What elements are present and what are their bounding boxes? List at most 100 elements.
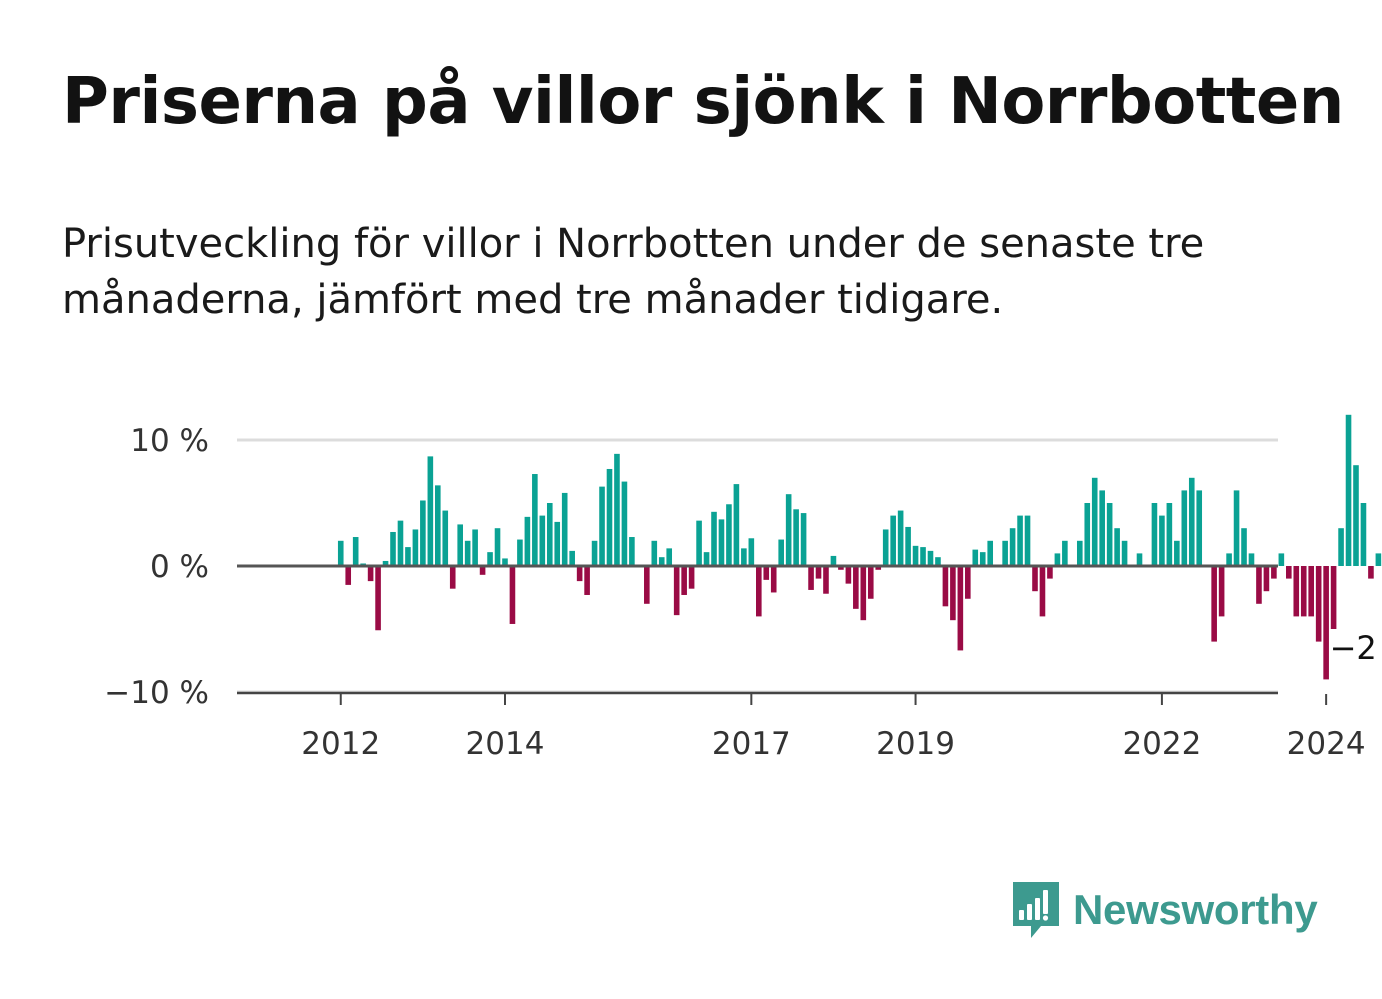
bar: [472, 529, 478, 566]
bar: [703, 552, 710, 566]
bar: [576, 566, 583, 582]
bar: [405, 547, 411, 566]
bar: [599, 486, 605, 566]
bar: [823, 566, 829, 594]
bar: [367, 566, 374, 582]
bar: [1159, 515, 1165, 566]
bar: [1084, 503, 1091, 566]
bar: [972, 549, 979, 566]
bar: [457, 524, 463, 566]
bar: [942, 566, 949, 607]
bar: [502, 558, 508, 566]
bar: [912, 545, 919, 566]
bar: [815, 566, 822, 579]
bar: [778, 539, 784, 566]
bar: [1368, 566, 1374, 579]
bar: [1002, 540, 1008, 566]
bar: [1226, 553, 1232, 566]
bar: [1188, 477, 1195, 566]
bar: [1024, 515, 1031, 566]
bar: [1062, 540, 1068, 566]
bar: [935, 557, 941, 566]
bar: [1241, 528, 1247, 566]
bar: [1047, 566, 1053, 579]
bar: [546, 503, 553, 566]
bar: [1286, 566, 1292, 579]
bar: [838, 566, 844, 570]
bar: [1099, 490, 1105, 566]
bar: [397, 520, 404, 566]
bar: [1039, 566, 1046, 617]
bar: [882, 529, 889, 566]
x-tick-label: 2024: [1287, 726, 1366, 762]
bar: [614, 453, 620, 566]
x-tick-label: 2022: [1122, 726, 1201, 762]
bar: [591, 540, 598, 566]
bar: [554, 521, 561, 566]
bar: [1271, 566, 1277, 579]
bar: [957, 566, 964, 651]
bar: [808, 566, 814, 590]
bar: [905, 526, 911, 566]
bar: [785, 494, 792, 566]
bar: [726, 504, 732, 566]
axes: [237, 564, 1328, 705]
bar: [435, 485, 441, 566]
bar: [696, 520, 702, 566]
bar: [539, 515, 546, 566]
bar: [658, 557, 665, 566]
bar: [1300, 566, 1307, 617]
x-tick-label: 2019: [876, 726, 955, 762]
bar: [606, 468, 613, 566]
bar: [741, 548, 747, 566]
bar: [1017, 515, 1023, 566]
bar: [651, 540, 658, 566]
bar: [1091, 477, 1098, 566]
bar: [644, 566, 650, 604]
bar: [1353, 465, 1359, 566]
newsworthy-logo-icon: [1013, 882, 1059, 938]
bar: [561, 492, 568, 566]
bar: [1054, 553, 1061, 566]
brand-name: Newsworthy: [1073, 886, 1318, 933]
bar: [569, 550, 575, 566]
bar: [770, 566, 777, 593]
bar: [1248, 553, 1255, 566]
bar: [1114, 528, 1120, 566]
bar: [487, 552, 493, 566]
bar: [464, 540, 471, 566]
bar: [1345, 414, 1352, 566]
bar: [509, 566, 516, 624]
bar: [979, 552, 986, 566]
bar: [1076, 540, 1083, 566]
bar: [890, 515, 896, 566]
bar: [875, 566, 882, 570]
bar: [673, 566, 680, 616]
bar: [965, 566, 971, 599]
bar: [532, 474, 538, 566]
bar: [1338, 528, 1344, 566]
bar: [449, 566, 456, 589]
bar: [830, 555, 837, 566]
bar: [1323, 566, 1329, 680]
bar: [345, 566, 352, 585]
bar: [733, 484, 740, 566]
bar: [867, 566, 874, 599]
bar: [845, 566, 852, 584]
bar: [1211, 566, 1217, 642]
bar: [987, 540, 994, 566]
bar: [1256, 566, 1262, 604]
bar: [1166, 503, 1173, 566]
bar: [1233, 490, 1240, 566]
bar: [927, 550, 934, 566]
bar: [584, 566, 590, 595]
bar: [1315, 566, 1322, 642]
bar: [681, 566, 687, 595]
bar: [1278, 553, 1285, 566]
bars: [337, 414, 1382, 680]
y-tick-label: 10 %: [130, 423, 209, 459]
bar: [1308, 566, 1314, 617]
bar: [1136, 553, 1143, 566]
bar: [1174, 540, 1180, 566]
bar: [1263, 566, 1270, 592]
